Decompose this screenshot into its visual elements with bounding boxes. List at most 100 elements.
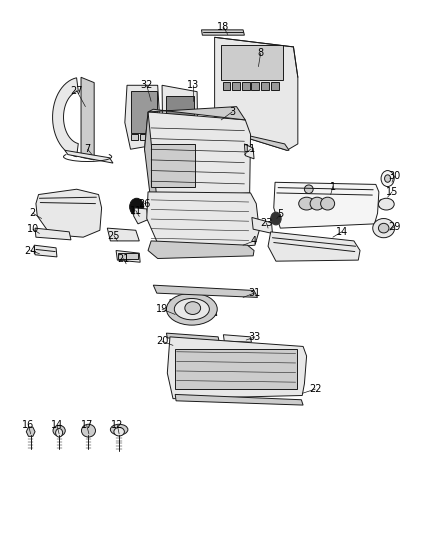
Polygon shape: [162, 85, 198, 155]
Polygon shape: [166, 333, 219, 341]
Ellipse shape: [378, 223, 389, 233]
Polygon shape: [268, 232, 360, 261]
Polygon shape: [35, 228, 71, 240]
Bar: [176, 134, 184, 141]
Text: 16: 16: [22, 421, 35, 430]
Ellipse shape: [81, 424, 95, 437]
Bar: [176, 124, 184, 132]
Ellipse shape: [304, 185, 313, 193]
Polygon shape: [65, 150, 113, 163]
Bar: [223, 82, 230, 90]
Text: 26: 26: [138, 199, 151, 208]
Polygon shape: [26, 427, 35, 437]
Text: 21: 21: [117, 254, 130, 263]
Polygon shape: [53, 78, 78, 157]
Text: 30: 30: [388, 171, 400, 181]
Text: 11: 11: [130, 206, 142, 215]
Bar: [167, 134, 174, 141]
Bar: [251, 82, 259, 90]
Polygon shape: [244, 144, 254, 159]
Text: 14: 14: [336, 227, 348, 237]
Text: 4: 4: [251, 236, 257, 246]
Ellipse shape: [130, 198, 144, 215]
Text: 15: 15: [386, 187, 398, 197]
Ellipse shape: [373, 219, 395, 238]
Text: 22: 22: [309, 384, 321, 394]
Polygon shape: [148, 107, 245, 120]
Bar: [242, 82, 250, 90]
Polygon shape: [81, 77, 94, 160]
Bar: [175, 349, 297, 389]
Text: 14: 14: [51, 421, 63, 430]
Bar: [131, 134, 138, 140]
Ellipse shape: [271, 212, 281, 225]
Polygon shape: [252, 217, 272, 233]
Ellipse shape: [321, 197, 335, 210]
Text: 2: 2: [30, 208, 36, 218]
Bar: [166, 96, 194, 144]
Polygon shape: [175, 394, 303, 405]
Ellipse shape: [56, 429, 63, 437]
Polygon shape: [170, 300, 217, 316]
Polygon shape: [201, 30, 244, 35]
Polygon shape: [153, 285, 258, 297]
Ellipse shape: [299, 197, 314, 210]
Ellipse shape: [174, 298, 209, 320]
Polygon shape: [34, 245, 57, 257]
Polygon shape: [147, 192, 259, 253]
Text: 29: 29: [388, 222, 400, 231]
Polygon shape: [107, 228, 139, 241]
Text: 12: 12: [111, 421, 124, 430]
Ellipse shape: [114, 427, 124, 436]
Bar: [167, 124, 174, 132]
Bar: [261, 82, 269, 90]
Bar: [185, 115, 193, 122]
Bar: [151, 144, 195, 187]
Bar: [271, 82, 279, 90]
Text: 5: 5: [277, 209, 283, 219]
Bar: [167, 115, 174, 122]
Text: 19: 19: [156, 304, 168, 314]
Polygon shape: [215, 37, 298, 150]
Ellipse shape: [310, 197, 324, 210]
Text: 24: 24: [25, 246, 37, 255]
Bar: [176, 115, 184, 122]
Polygon shape: [145, 112, 251, 198]
Text: 1: 1: [330, 182, 336, 191]
Polygon shape: [148, 241, 254, 259]
Polygon shape: [167, 337, 307, 399]
Text: 10: 10: [27, 224, 39, 234]
Polygon shape: [223, 335, 251, 342]
Text: 3: 3: [229, 107, 235, 117]
Text: 33: 33: [249, 332, 261, 342]
Bar: [221, 45, 283, 80]
Text: 8: 8: [258, 49, 264, 58]
Text: 7: 7: [85, 144, 91, 154]
Polygon shape: [274, 182, 379, 228]
Polygon shape: [36, 189, 102, 237]
Bar: [232, 82, 240, 90]
Polygon shape: [116, 251, 140, 262]
Ellipse shape: [53, 425, 65, 436]
Text: 11: 11: [244, 144, 257, 154]
Ellipse shape: [381, 171, 394, 187]
Text: 13: 13: [187, 80, 199, 90]
Polygon shape: [379, 200, 393, 208]
Text: 17: 17: [81, 421, 93, 430]
Ellipse shape: [185, 302, 201, 314]
Ellipse shape: [385, 175, 391, 182]
Text: 25: 25: [108, 231, 120, 240]
Polygon shape: [145, 112, 157, 204]
Bar: [149, 134, 155, 140]
Ellipse shape: [110, 424, 128, 435]
Polygon shape: [134, 208, 148, 224]
Polygon shape: [125, 85, 161, 149]
Polygon shape: [215, 128, 289, 150]
Text: 31: 31: [248, 288, 260, 298]
Text: 18: 18: [217, 22, 230, 31]
Ellipse shape: [166, 293, 217, 325]
Ellipse shape: [378, 198, 394, 210]
Text: 20: 20: [156, 336, 168, 346]
Bar: [140, 134, 147, 140]
Text: 23: 23: [260, 218, 272, 228]
